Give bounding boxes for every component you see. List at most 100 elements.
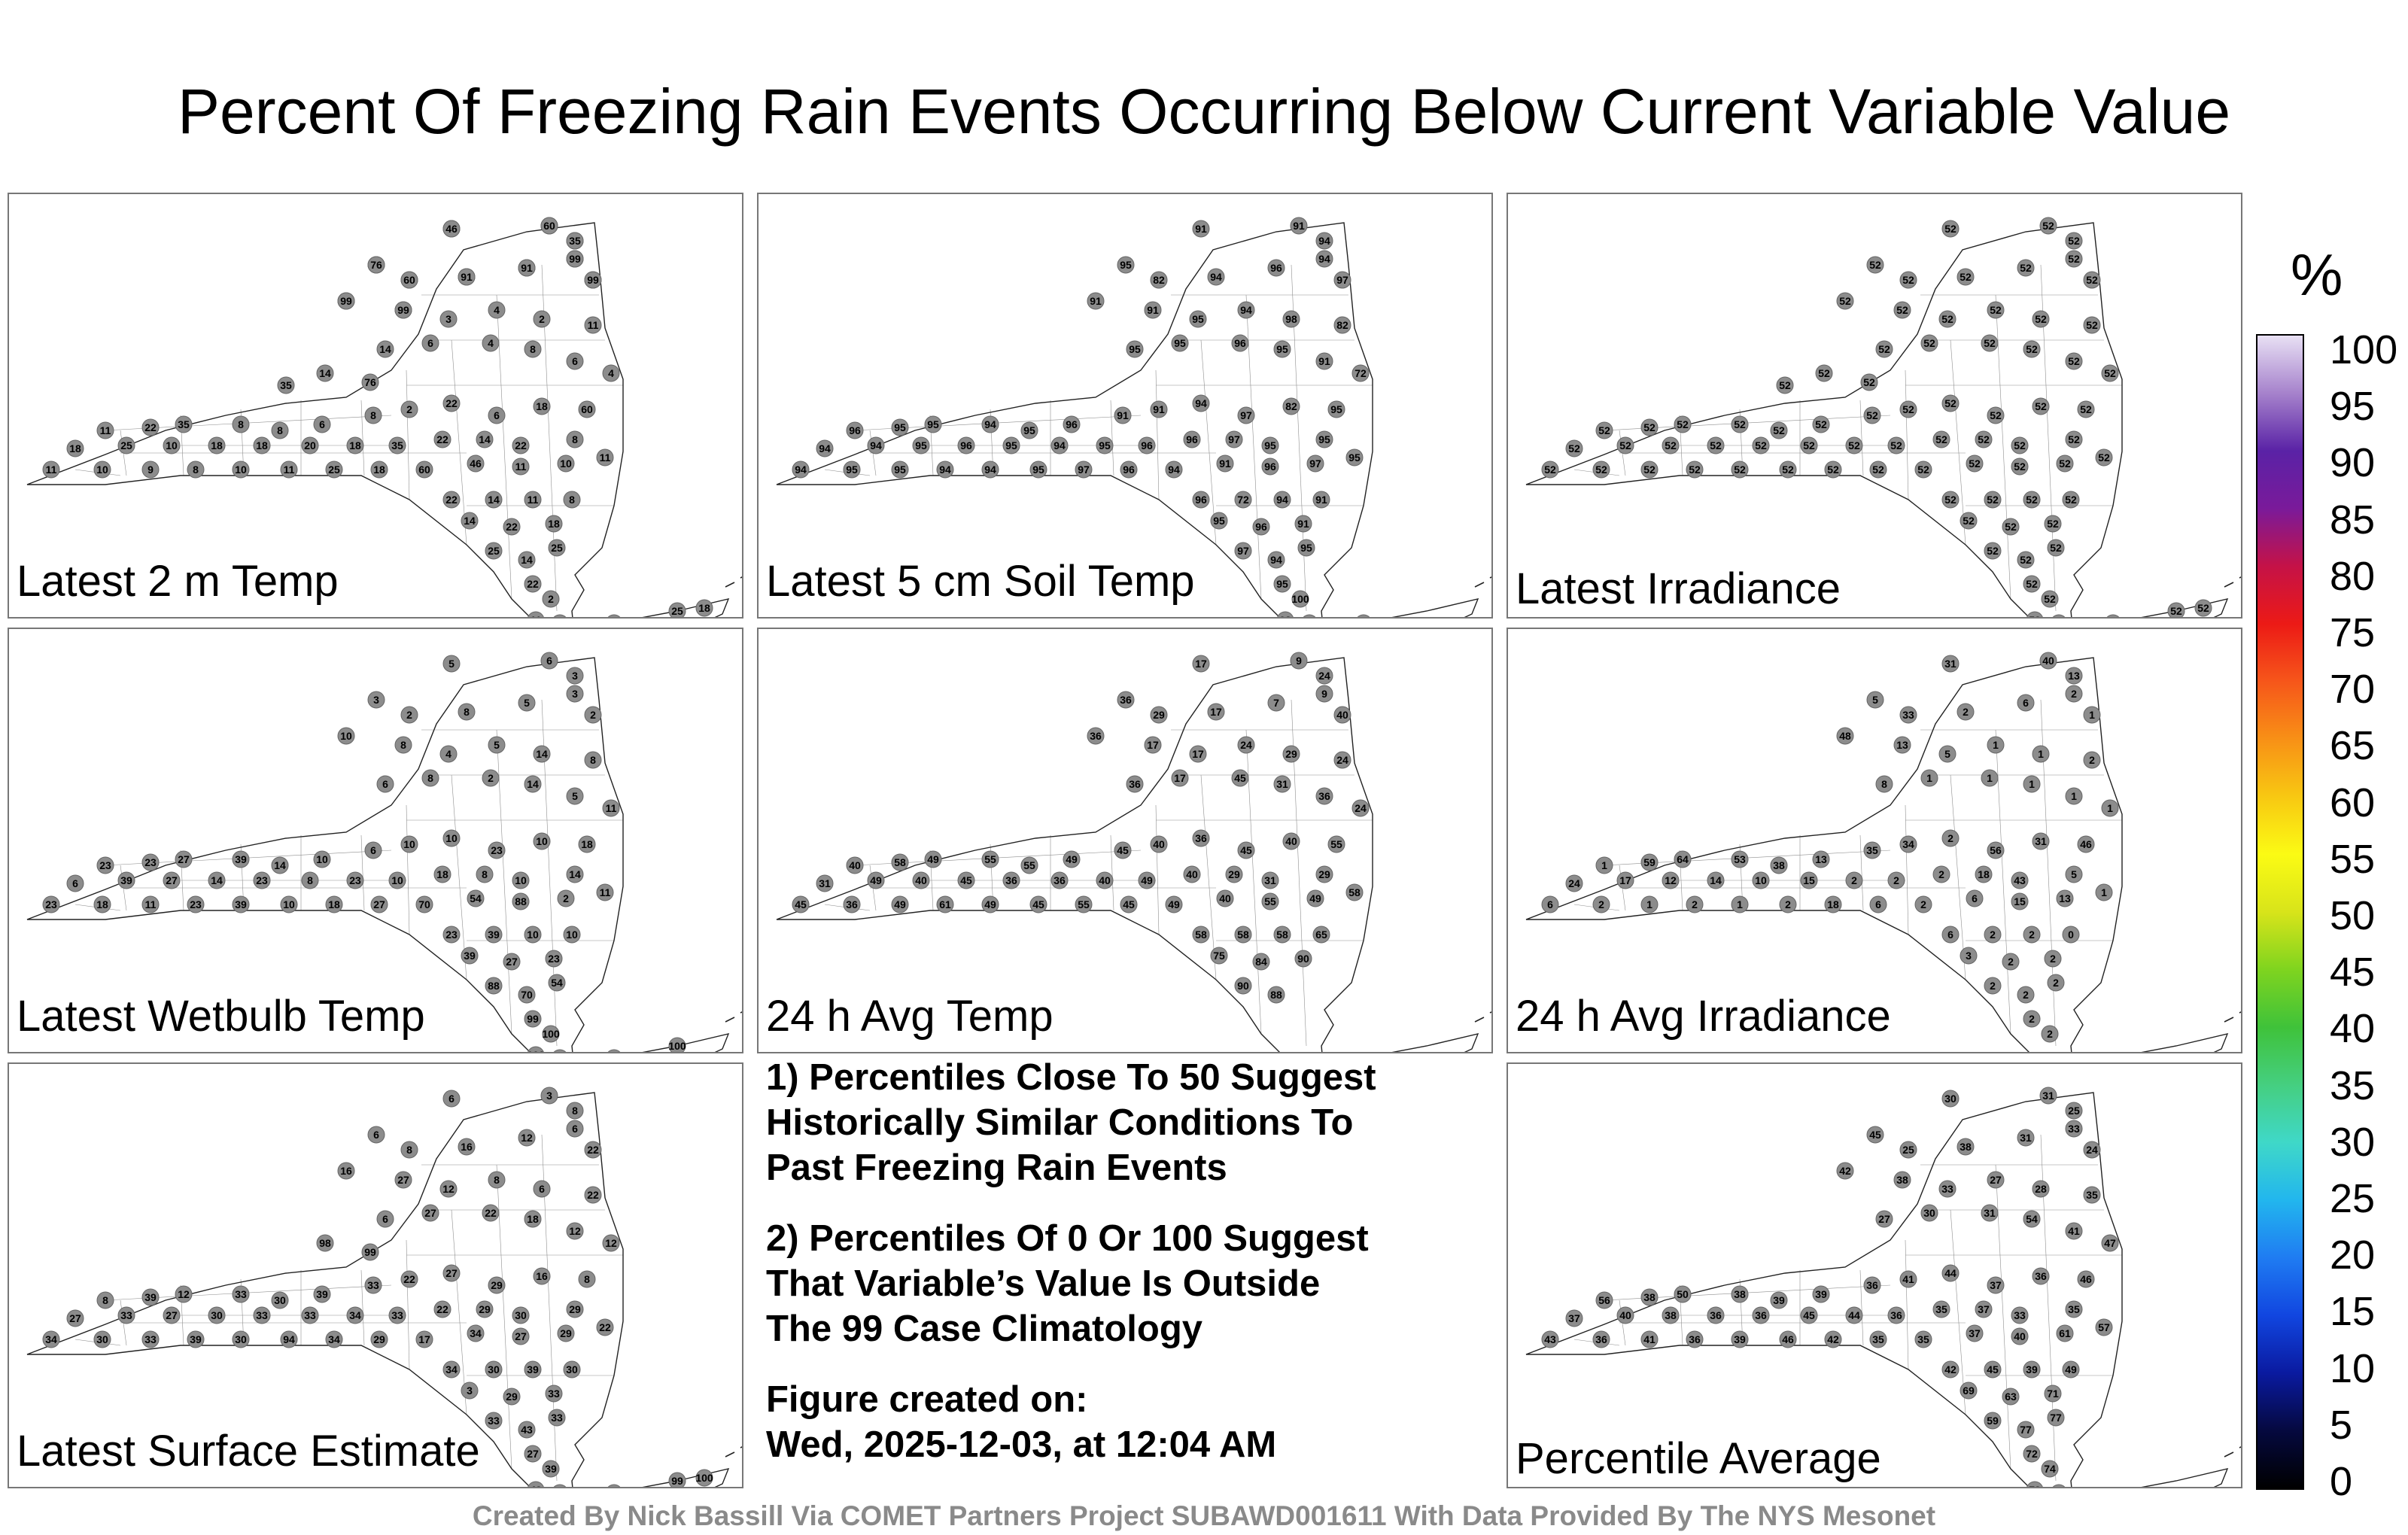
station-marker: 97 [1306, 454, 1324, 473]
station-marker: 8 [96, 1291, 114, 1309]
station-value: 27 [166, 874, 178, 886]
station-marker: 91 [1312, 491, 1330, 509]
station-marker: 35 [1932, 1300, 1950, 1318]
station-value: 52 [2086, 274, 2098, 286]
station-value: 12 [442, 1183, 455, 1195]
station-value: 14 [1710, 874, 1722, 886]
station-value: 52 [2098, 451, 2110, 464]
station-dot [1282, 397, 1300, 415]
station-value: 97 [1228, 433, 1240, 445]
station-value: 52 [1990, 304, 2002, 316]
station-dot [981, 850, 999, 868]
station-dot [1315, 865, 1333, 883]
station-dot [1592, 1330, 1610, 1348]
station-dot [1333, 706, 1351, 724]
station-marker: 36 [1592, 1330, 1610, 1348]
station-marker: 52 [1869, 460, 1887, 479]
station-marker: 44 [1941, 1264, 1960, 1282]
station-value: 27 [1878, 1213, 1890, 1225]
station-marker: 35 [1863, 841, 1881, 859]
station-value: 100 [668, 1040, 686, 1052]
station-dot [1252, 518, 1270, 536]
station-marker: 25 [1899, 1141, 1917, 1159]
station-dot [1984, 1412, 2002, 1430]
station-marker: 27 [1987, 1171, 2005, 1189]
station-value: 46 [1782, 1333, 1794, 1345]
station-marker: 72 [1351, 364, 1370, 382]
station-dot [607, 1484, 621, 1487]
station-marker: 27 [421, 1204, 439, 1222]
station-marker: 5 [442, 655, 461, 673]
station-marker: 23 [346, 871, 364, 889]
station-dot [2047, 539, 2065, 557]
station-marker: 17 [1192, 655, 1210, 673]
station-dot [1150, 400, 1168, 418]
station-marker: 96 [1267, 259, 1285, 277]
station-value: 23 [491, 844, 503, 856]
station-dot [1192, 491, 1210, 509]
station-dot [1234, 977, 1252, 995]
note-percentiles-0-or-100: 2) Percentiles Of 0 Or 100 Suggest That … [766, 1218, 1369, 1349]
station-marker: 18 [695, 599, 713, 617]
station-dot [1674, 415, 1692, 433]
station-dot [442, 926, 461, 944]
station-marker: 91 [1192, 220, 1210, 238]
station-value: 6 [1972, 892, 1978, 904]
station-marker: 52 [1640, 418, 1659, 436]
fishers-island-mark [725, 1446, 742, 1457]
station-marker: 6 [313, 415, 331, 433]
station-dot [1899, 835, 1917, 853]
station-dot [1920, 1204, 1938, 1222]
station-value: 33 [1902, 709, 1914, 721]
station-value: 1 [1993, 739, 1999, 751]
panel-latest-surface-estimate: 6 3 8 6 8 16 12 6 22 16 27 12 8 6 22 6 27 22 18 12 12 8 39 12 33… [8, 1062, 743, 1488]
station-value: 10 [403, 838, 415, 850]
panel-label: Percentile Average [1516, 1434, 1881, 1483]
station-marker: 38 [1770, 856, 1788, 874]
station-dot [1770, 856, 1788, 874]
station-dot [1899, 706, 1917, 724]
station-dot [367, 691, 385, 709]
station-dot [1192, 394, 1210, 412]
station-value: 2 [548, 593, 554, 605]
station-dot [1662, 871, 1680, 889]
station-dot [277, 376, 295, 394]
station-marker: 33 [232, 1285, 250, 1303]
station-value: 48 [1839, 730, 1851, 742]
station-value: 52 [1990, 409, 2002, 421]
station-dot [2083, 1186, 2101, 1204]
station-marker: 96 [1252, 518, 1270, 536]
station-value: 40 [915, 874, 927, 886]
station-marker: 22 [442, 491, 461, 509]
station-value: 52 [1755, 439, 1767, 451]
station-value: 16 [536, 1270, 548, 1282]
station-marker: 14 [524, 775, 542, 793]
field-shading [572, 1022, 662, 1053]
station-value: 94 [984, 418, 996, 430]
station-marker: 77 [2017, 1421, 2035, 1439]
station-marker: 88 [485, 977, 503, 995]
station-dot [1290, 652, 1308, 670]
station-marker: 52 [1984, 542, 2002, 560]
station-marker: 52 [1565, 439, 1583, 457]
station-value: 52 [2068, 235, 2080, 247]
station-dot [1165, 895, 1183, 913]
station-value: 6 [72, 877, 78, 889]
station-marker: 96 [846, 421, 864, 439]
station-dot [1941, 491, 1960, 509]
station-value: 38 [1773, 859, 1785, 871]
station-marker: 10 [337, 727, 355, 745]
station-dot [924, 415, 942, 433]
station-marker: 36 [843, 895, 861, 913]
station-value: 99 [397, 304, 409, 316]
station-value: 33 [1941, 1183, 1953, 1195]
station-dot [566, 1120, 584, 1138]
station-marker: 44 [1845, 1306, 1863, 1324]
station-value: 2 [1785, 898, 1791, 910]
station-value: 31 [1276, 778, 1288, 790]
station-dot [1887, 436, 1905, 454]
station-value: 59 [1987, 1415, 1999, 1427]
station-marker: 43 [1541, 1330, 1559, 1348]
station-marker: 10 [400, 835, 418, 853]
station-marker: 2 [400, 400, 418, 418]
